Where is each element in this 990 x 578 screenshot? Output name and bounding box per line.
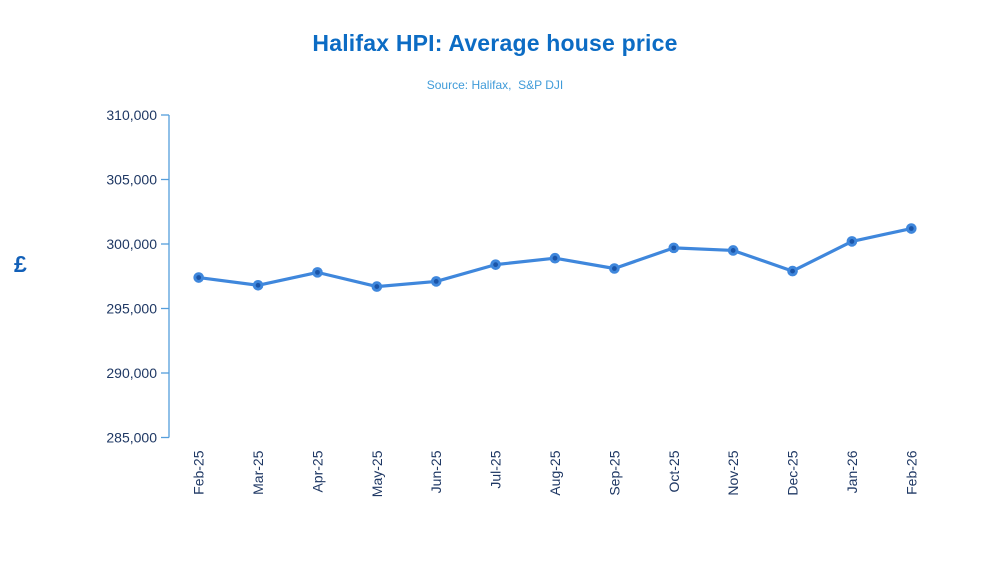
y-tick-label: 305,000 — [106, 172, 157, 188]
y-tick-label: 300,000 — [106, 236, 157, 252]
x-tick-label: Feb-26 — [903, 450, 919, 495]
y-tick-label: 285,000 — [106, 430, 157, 446]
data-point-marker-core — [493, 262, 499, 268]
y-tick-label: 295,000 — [106, 301, 157, 317]
data-point-marker-core — [196, 275, 202, 280]
data-point-marker-core — [790, 268, 795, 274]
data-point-marker-core — [552, 255, 558, 261]
x-tick-label: Feb-25 — [191, 450, 207, 495]
data-point-marker-core — [730, 248, 736, 253]
x-tick-label: Dec-25 — [785, 450, 801, 495]
data-point-marker-core — [671, 245, 677, 251]
y-tick-label: 310,000 — [106, 107, 157, 123]
data-point-marker-core — [255, 282, 261, 288]
chart-source-subtitle: Source: Halifax, S&P DJI — [426, 78, 564, 92]
data-point-marker-core — [611, 266, 617, 271]
data-point-marker-core — [908, 226, 914, 231]
x-tick-label: Apr-25 — [309, 450, 325, 492]
x-tick-label: Sep-25 — [606, 450, 622, 495]
data-point-marker-core — [315, 269, 320, 275]
x-tick-label: May-25 — [369, 450, 385, 497]
x-tick-label: Jun-25 — [428, 450, 444, 493]
y-tick-label: 290,000 — [106, 365, 157, 381]
data-point-marker-core — [849, 239, 855, 244]
data-point-marker-core — [374, 284, 380, 289]
chart-title: Halifax HPI: Average house price — [312, 30, 678, 56]
x-tick-label: Jan-26 — [844, 450, 860, 493]
x-tick-label: Nov-25 — [725, 450, 741, 495]
x-tick-label: Oct-25 — [666, 450, 682, 492]
x-tick-label: Jul-25 — [488, 450, 504, 488]
y-axis-title-pound: £ — [14, 251, 27, 277]
data-point-marker-core — [433, 279, 439, 284]
x-tick-label: Aug-25 — [547, 450, 563, 495]
x-tick-label: Mar-25 — [250, 450, 266, 495]
